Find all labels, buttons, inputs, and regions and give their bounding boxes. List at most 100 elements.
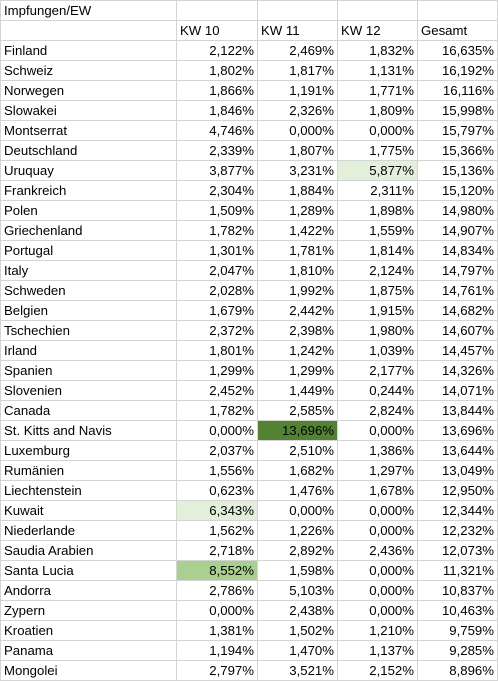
country-cell[interactable]: Schweiz xyxy=(0,60,177,81)
gesamt-cell[interactable]: 15,797% xyxy=(417,120,498,141)
kw11-cell[interactable]: 1,682% xyxy=(257,460,338,481)
kw10-cell[interactable]: 1,562% xyxy=(176,520,258,541)
kw10-cell[interactable]: 0,000% xyxy=(176,600,258,621)
country-cell[interactable]: Rumänien xyxy=(0,460,177,481)
gesamt-cell[interactable]: 14,682% xyxy=(417,300,498,321)
country-cell[interactable]: Kroatien xyxy=(0,620,177,641)
country-cell[interactable]: Slowakei xyxy=(0,100,177,121)
gesamt-cell[interactable]: 15,998% xyxy=(417,100,498,121)
kw10-cell[interactable]: 0,623% xyxy=(176,480,258,501)
country-cell[interactable]: Slovenien xyxy=(0,380,177,401)
kw12-cell[interactable]: 1,832% xyxy=(337,40,418,61)
kw12-cell[interactable]: 2,436% xyxy=(337,540,418,561)
kw11-cell[interactable]: 1,810% xyxy=(257,260,338,281)
kw11-cell[interactable]: 2,442% xyxy=(257,300,338,321)
country-cell[interactable]: Liechtenstein xyxy=(0,480,177,501)
kw12-cell[interactable]: 0,000% xyxy=(337,600,418,621)
gesamt-cell[interactable]: 14,834% xyxy=(417,240,498,261)
kw11-cell[interactable]: 1,992% xyxy=(257,280,338,301)
kw10-cell[interactable]: 1,381% xyxy=(176,620,258,641)
country-cell[interactable]: Luxemburg xyxy=(0,440,177,461)
kw10-cell[interactable]: 4,746% xyxy=(176,120,258,141)
kw10-cell[interactable]: 1,194% xyxy=(176,640,258,661)
country-cell[interactable]: Portugal xyxy=(0,240,177,261)
gesamt-cell[interactable]: 8,896% xyxy=(417,660,498,681)
kw12-cell[interactable]: 2,152% xyxy=(337,660,418,681)
kw11-cell[interactable]: 1,191% xyxy=(257,80,338,101)
country-cell[interactable]: Tschechien xyxy=(0,320,177,341)
kw12-cell[interactable]: 0,000% xyxy=(337,520,418,541)
country-cell[interactable]: Panama xyxy=(0,640,177,661)
kw12-cell[interactable]: 1,559% xyxy=(337,220,418,241)
country-cell[interactable]: Zypern xyxy=(0,600,177,621)
kw10-cell[interactable]: 1,782% xyxy=(176,220,258,241)
kw11-cell[interactable]: 3,231% xyxy=(257,160,338,181)
kw10-cell[interactable]: 8,552% xyxy=(176,560,258,581)
kw11-cell[interactable]: 1,422% xyxy=(257,220,338,241)
header-cell-country[interactable] xyxy=(0,20,177,41)
gesamt-cell[interactable]: 13,844% xyxy=(417,400,498,421)
gesamt-cell[interactable]: 12,950% xyxy=(417,480,498,501)
country-cell[interactable]: Niederlande xyxy=(0,520,177,541)
country-cell[interactable]: Belgien xyxy=(0,300,177,321)
kw11-cell[interactable]: 0,000% xyxy=(257,120,338,141)
country-cell[interactable]: Finland xyxy=(0,40,177,61)
country-cell[interactable]: Uruquay xyxy=(0,160,177,181)
kw12-cell[interactable]: 2,824% xyxy=(337,400,418,421)
country-cell[interactable]: Polen xyxy=(0,200,177,221)
empty-cell[interactable] xyxy=(417,0,498,21)
gesamt-cell[interactable]: 13,049% xyxy=(417,460,498,481)
kw10-cell[interactable]: 1,866% xyxy=(176,80,258,101)
kw11-cell[interactable]: 1,817% xyxy=(257,60,338,81)
gesamt-cell[interactable]: 12,344% xyxy=(417,500,498,521)
gesamt-cell[interactable]: 12,232% xyxy=(417,520,498,541)
gesamt-cell[interactable]: 10,463% xyxy=(417,600,498,621)
kw10-cell[interactable]: 1,509% xyxy=(176,200,258,221)
kw11-cell[interactable]: 1,502% xyxy=(257,620,338,641)
header-cell-gesamt[interactable]: Gesamt xyxy=(417,20,498,41)
header-cell-kw10[interactable]: KW 10 xyxy=(176,20,258,41)
kw10-cell[interactable]: 1,299% xyxy=(176,360,258,381)
kw11-cell[interactable]: 1,807% xyxy=(257,140,338,161)
kw12-cell[interactable]: 0,244% xyxy=(337,380,418,401)
gesamt-cell[interactable]: 9,759% xyxy=(417,620,498,641)
country-cell[interactable]: Frankreich xyxy=(0,180,177,201)
gesamt-cell[interactable]: 16,192% xyxy=(417,60,498,81)
kw10-cell[interactable]: 2,718% xyxy=(176,540,258,561)
kw11-cell[interactable]: 1,242% xyxy=(257,340,338,361)
kw12-cell[interactable]: 1,814% xyxy=(337,240,418,261)
kw11-cell[interactable]: 1,476% xyxy=(257,480,338,501)
kw10-cell[interactable]: 1,802% xyxy=(176,60,258,81)
country-cell[interactable]: Spanien xyxy=(0,360,177,381)
kw10-cell[interactable]: 1,801% xyxy=(176,340,258,361)
gesamt-cell[interactable]: 15,366% xyxy=(417,140,498,161)
kw12-cell[interactable]: 1,210% xyxy=(337,620,418,641)
kw12-cell[interactable]: 1,771% xyxy=(337,80,418,101)
header-cell-kw12[interactable]: KW 12 xyxy=(337,20,418,41)
kw10-cell[interactable]: 1,679% xyxy=(176,300,258,321)
country-cell[interactable]: Canada xyxy=(0,400,177,421)
kw12-cell[interactable]: 0,000% xyxy=(337,560,418,581)
kw11-cell[interactable]: 2,585% xyxy=(257,400,338,421)
kw11-cell[interactable]: 1,781% xyxy=(257,240,338,261)
kw10-cell[interactable]: 1,782% xyxy=(176,400,258,421)
gesamt-cell[interactable]: 14,761% xyxy=(417,280,498,301)
kw12-cell[interactable]: 2,311% xyxy=(337,180,418,201)
kw12-cell[interactable]: 1,386% xyxy=(337,440,418,461)
gesamt-cell[interactable]: 10,837% xyxy=(417,580,498,601)
kw10-cell[interactable]: 1,556% xyxy=(176,460,258,481)
kw10-cell[interactable]: 3,877% xyxy=(176,160,258,181)
gesamt-cell[interactable]: 14,980% xyxy=(417,200,498,221)
kw10-cell[interactable]: 2,339% xyxy=(176,140,258,161)
empty-cell[interactable] xyxy=(337,0,418,21)
kw10-cell[interactable]: 2,037% xyxy=(176,440,258,461)
kw11-cell[interactable]: 2,398% xyxy=(257,320,338,341)
sheet-title-cell[interactable]: Impfungen/EW xyxy=(0,0,177,21)
country-cell[interactable]: Kuwait xyxy=(0,500,177,521)
kw10-cell[interactable]: 1,846% xyxy=(176,100,258,121)
country-cell[interactable]: St. Kitts and Navis xyxy=(0,420,177,441)
kw10-cell[interactable]: 6,343% xyxy=(176,500,258,521)
kw12-cell[interactable]: 1,809% xyxy=(337,100,418,121)
kw12-cell[interactable]: 0,000% xyxy=(337,500,418,521)
country-cell[interactable]: Griechenland xyxy=(0,220,177,241)
